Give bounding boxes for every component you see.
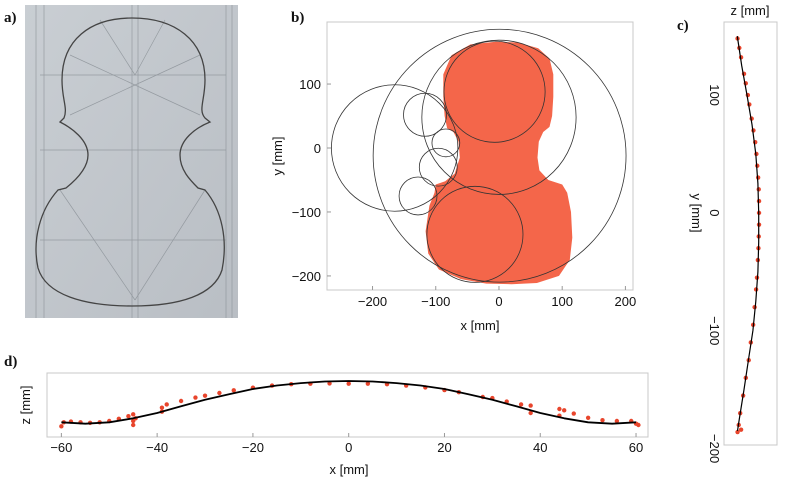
data-point (178, 398, 184, 404)
x-tick-label: 40 (533, 440, 547, 455)
construction-circle (431, 128, 461, 158)
data-point (614, 418, 620, 424)
data-point (59, 424, 64, 429)
data-point (738, 427, 744, 432)
panel-c-label: c) (677, 18, 689, 34)
x-tick-label: 200 (615, 294, 637, 309)
panel-c-plot: −200 −100 0 100 (707, 21, 778, 463)
data-point (571, 411, 576, 416)
data-point (600, 418, 605, 423)
data-point (159, 405, 165, 410)
y-tick-label: 100 (707, 84, 722, 106)
panel-c-xlabel: z [mm] (731, 3, 770, 18)
panel-b-xlabel: x [mm] (461, 318, 500, 333)
data-point (756, 187, 761, 192)
x-tick-label: 60 (629, 440, 643, 455)
construction-circle (443, 40, 546, 143)
construction-circle (426, 185, 524, 283)
data-point (130, 422, 136, 428)
data-point (561, 408, 567, 413)
panel-d-ylabel: z [mm] (18, 386, 33, 425)
data-point (756, 198, 762, 204)
x-tick-label: −60 (50, 440, 72, 455)
data-point (202, 393, 208, 398)
x-tick-label: −40 (146, 440, 168, 455)
panel-d-plot: −60 −40 −20 0 20 40 60 (46, 372, 649, 455)
data-point (585, 415, 591, 420)
x-tick-label: −100 (421, 294, 450, 309)
construction-circle (421, 39, 577, 195)
panel-a-label: a) (4, 10, 17, 26)
data-point (126, 414, 131, 419)
construction-circle (403, 92, 447, 137)
construction-circle (372, 28, 627, 283)
data-point (164, 402, 169, 407)
data-point (217, 390, 222, 396)
violin-template-photo (25, 5, 238, 318)
y-tick-label: 0 (314, 141, 321, 156)
data-point (528, 410, 533, 416)
x-tick-label: −20 (242, 440, 264, 455)
panel-c-ylabel: y [mm] (689, 194, 704, 233)
x-tick-label: 0 (345, 440, 352, 455)
x-tick-label: −200 (358, 294, 387, 309)
data-point (735, 429, 740, 435)
data-point (346, 381, 351, 386)
fitted-curve (736, 36, 760, 431)
y-tick-label: 0 (707, 209, 722, 216)
y-tick-label: −200 (292, 269, 321, 284)
violin-outline-fill (425, 41, 573, 285)
x-tick-label: 0 (495, 294, 502, 309)
data-point (528, 403, 533, 408)
x-tick-label: 100 (551, 294, 573, 309)
fitted-curve (61, 380, 637, 425)
y-tick-label: −200 (707, 434, 722, 463)
data-point (518, 402, 524, 407)
x-tick-label: 20 (437, 440, 451, 455)
panel-d-label: d) (4, 354, 17, 370)
data-point (231, 388, 236, 393)
y-tick-label: 100 (299, 77, 321, 92)
panel-b-plot: −200 −100 0 100 200 −200 −100 0 100 (292, 21, 637, 309)
data-point (130, 412, 136, 417)
y-tick-label: −100 (292, 205, 321, 220)
panel-b-frame (326, 21, 634, 291)
panel-c-frame (723, 21, 778, 446)
panel-b-ylabel: y [mm] (270, 137, 285, 176)
y-tick-label: −100 (707, 316, 722, 345)
panel-b-label: b) (291, 10, 304, 26)
construction-circle (331, 84, 459, 212)
panel-d-frame (46, 372, 649, 438)
construction-circle (398, 176, 438, 216)
data-point (636, 422, 641, 428)
data-point (365, 381, 371, 386)
panel-d-xlabel: x [mm] (330, 462, 369, 477)
construction-circle (418, 147, 458, 187)
data-point (557, 406, 562, 412)
data-point (193, 395, 198, 400)
